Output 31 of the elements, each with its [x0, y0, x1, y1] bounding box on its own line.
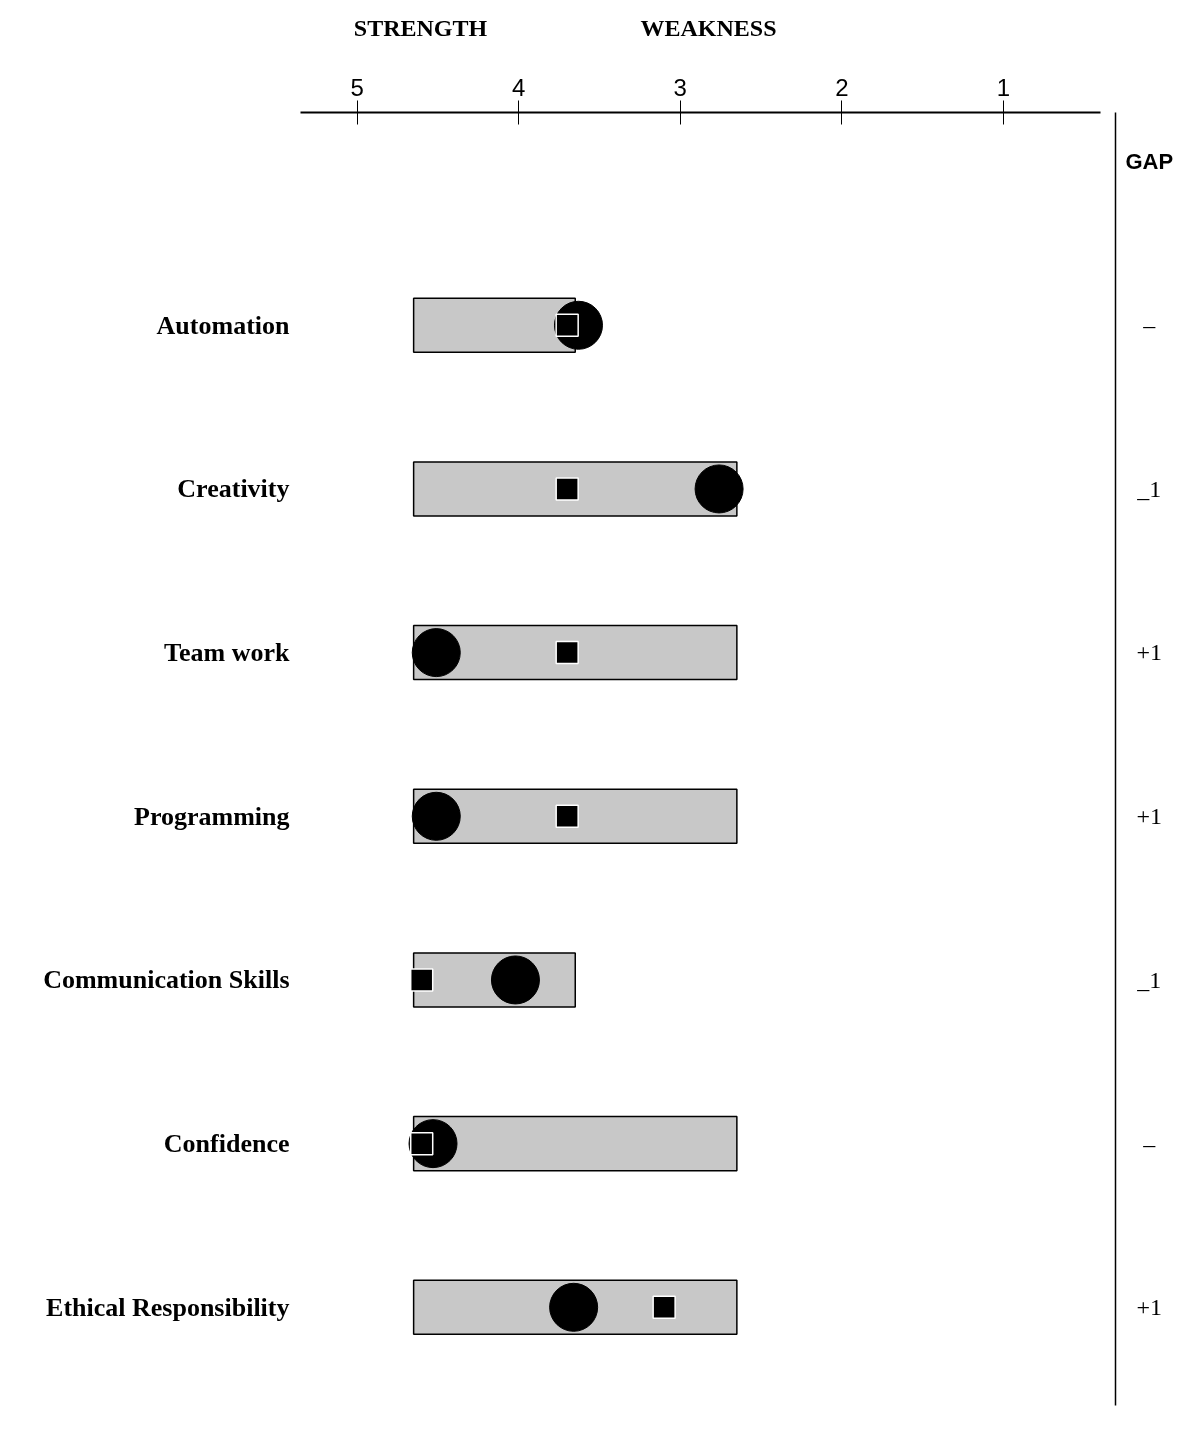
- point: [652, 1295, 676, 1320]
- point: [555, 804, 579, 829]
- point: [549, 1282, 599, 1332]
- y-tick-label: Team work: [164, 638, 291, 668]
- y-tick-label: Programming: [134, 801, 290, 831]
- y2-tick-label: +1: [1136, 639, 1163, 666]
- point: [411, 628, 461, 678]
- y-tick-label: Ethical Responsibility: [46, 1292, 290, 1322]
- x-tick-label: 4: [512, 73, 526, 101]
- y-tick-label: Automation: [156, 310, 291, 340]
- y2-tick-label: _1: [1136, 966, 1162, 993]
- x-tick-label: 3: [673, 73, 687, 101]
- x-tick-label: 5: [350, 73, 364, 101]
- point: [411, 791, 461, 841]
- x-tick-label: 2: [835, 73, 849, 101]
- y2-tick-label: –: [1142, 312, 1157, 339]
- y2-tick-label: –: [1142, 1130, 1157, 1157]
- y-tick-label: Communication Skills: [43, 965, 290, 995]
- text: STRENGTH: [353, 15, 488, 41]
- y2-tick-label: +1: [1136, 1293, 1163, 1320]
- x-tick-label: 1: [996, 73, 1011, 101]
- point: [555, 640, 579, 665]
- point: [694, 464, 744, 514]
- point: [409, 968, 434, 992]
- y2-tick-label: _1: [1136, 475, 1162, 502]
- y-tick-label: Creativity: [177, 474, 290, 504]
- y2-axis-title: GAP: [1125, 149, 1174, 175]
- y2-tick-label: +1: [1136, 802, 1163, 829]
- y-tick-label: Confidence: [163, 1129, 290, 1159]
- text: WEAKNESS: [640, 15, 777, 41]
- point: [555, 477, 579, 501]
